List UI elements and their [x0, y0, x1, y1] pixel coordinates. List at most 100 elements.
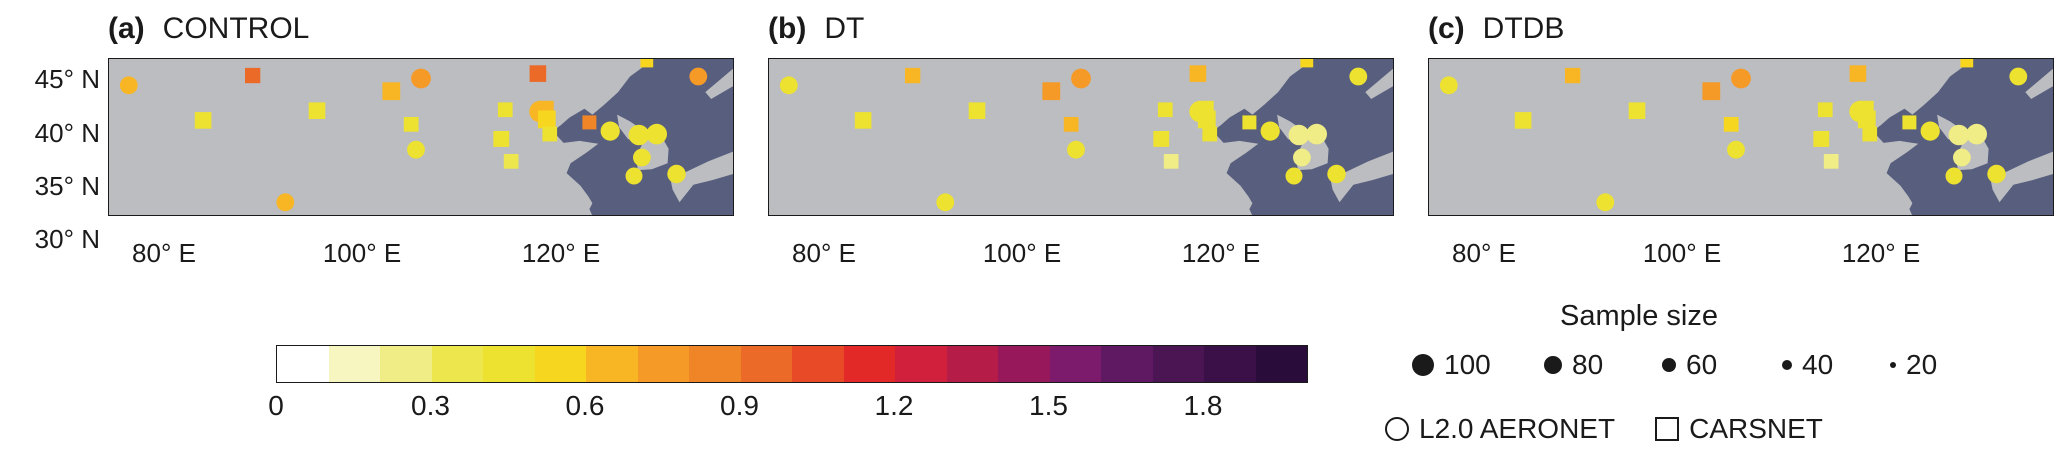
- map-plot-area: [768, 58, 1394, 216]
- panel-name: DTDB: [1482, 12, 1565, 45]
- colorbar-segment: [277, 346, 329, 382]
- panel-dt: (b) DT 80° E 100° E 120° E: [660, 12, 1394, 272]
- carsnet-site-marker: [1157, 102, 1173, 118]
- lon-tick-label: 120° E: [1841, 238, 1921, 268]
- colorbar-segment: [483, 346, 535, 382]
- aeronet-site-marker: [779, 76, 798, 95]
- aeronet-site-marker: [1306, 123, 1327, 145]
- carsnet-site-marker: [1163, 154, 1179, 169]
- aeronet-site-marker: [1945, 167, 1963, 185]
- hokkaido-landmass: [1365, 68, 1393, 99]
- colorbar-segment: [895, 346, 947, 382]
- aeronet-site-marker: [1987, 164, 2006, 184]
- colorbar-segment: [946, 346, 998, 382]
- lon-tick-label: 80° E: [132, 238, 196, 268]
- panel-title: (b) DT: [768, 12, 864, 46]
- carsnet-site-marker: [537, 110, 556, 129]
- colorbar-segment: [637, 346, 689, 382]
- aeronet-site-marker: [600, 121, 620, 141]
- lat-tick-label: 30° N: [34, 224, 100, 254]
- hokkaido-landmass: [705, 68, 733, 99]
- colorbar-segment: [998, 346, 1050, 382]
- colorbar-segment: [843, 346, 895, 382]
- map-svg: [119, 59, 733, 215]
- carsnet-site-marker: [1242, 115, 1257, 130]
- carsnet-site-marker: [854, 112, 872, 129]
- aeronet-site-marker: [628, 124, 650, 146]
- carsnet-site-marker: [1823, 154, 1839, 169]
- sample-size-legend-title: Sample size: [1560, 300, 1718, 332]
- lon-tick-label: 100° E: [322, 238, 402, 268]
- carsnet-site-marker: [308, 102, 326, 119]
- carsnet-site-marker: [1153, 131, 1170, 147]
- colorbar-segment: [534, 346, 586, 382]
- carsnet-site-marker: [1042, 82, 1061, 101]
- size-legend-label: 20: [1906, 349, 1938, 380]
- map-svg: [1439, 59, 2053, 215]
- size-legend-item: 80: [1544, 340, 1603, 390]
- colorbar-tick-label: 1.8: [1183, 390, 1223, 421]
- carsnet-site-marker: [529, 65, 547, 82]
- map-svg: [779, 59, 1393, 215]
- aeronet-site-marker: [411, 68, 431, 89]
- japan-landmass: [670, 151, 733, 203]
- carsnet-site-marker: [1189, 65, 1207, 82]
- lon-tick-label: 120° E: [1181, 238, 1261, 268]
- carsnet-site-marker: [403, 117, 419, 132]
- panel-name: CONTROL: [162, 12, 310, 45]
- carsnet-site-marker: [1063, 117, 1079, 132]
- carsnet-site-marker: [493, 131, 510, 147]
- size-dot: [1662, 358, 1676, 372]
- carsnet-site-marker: [905, 67, 921, 84]
- carsnet-site-marker: [1628, 102, 1646, 119]
- size-legend-label: 80: [1572, 349, 1604, 380]
- colorbar-segment: [1101, 346, 1153, 382]
- panel-label: (b): [768, 12, 807, 45]
- aeronet-site-marker: [1731, 68, 1751, 89]
- colorbar-segment: [431, 346, 483, 382]
- carsnet-site-marker: [1960, 59, 1974, 68]
- carsnet-legend-label: CARSNET: [1689, 413, 1823, 444]
- size-legend-label: 60: [1686, 349, 1718, 380]
- aeronet-site-marker: [1067, 140, 1085, 159]
- colorbar-segment: [1049, 346, 1101, 382]
- lon-tick-label: 80° E: [792, 238, 856, 268]
- carsnet-site-marker: [1197, 110, 1216, 129]
- aeronet-site-marker: [1439, 76, 1458, 95]
- lat-tick-label: 40° N: [34, 118, 100, 148]
- aeronet-site-marker: [2009, 67, 2028, 86]
- aeronet-site-marker: [1327, 164, 1346, 184]
- aeronet-site-marker: [689, 67, 708, 86]
- aeronet-site-marker: [276, 193, 295, 212]
- carsnet-site-marker: [1813, 131, 1830, 147]
- aeronet-site-marker: [1727, 140, 1745, 159]
- lon-tick-label: 100° E: [982, 238, 1062, 268]
- aeronet-site-marker: [407, 140, 425, 159]
- hokkaido-landmass: [2025, 68, 2053, 99]
- aeronet-site-marker: [119, 76, 138, 95]
- carsnet-site-marker: [194, 112, 212, 129]
- carsnet-site-marker: [1702, 82, 1721, 101]
- colorbar-tick-label: 1.5: [1029, 390, 1068, 421]
- aeronet-legend-label: L2.0 AERONET: [1419, 413, 1616, 444]
- colorbar-segment: [689, 346, 741, 382]
- size-legend-item: 40: [1782, 340, 1833, 390]
- aeronet-site-marker: [625, 167, 643, 185]
- network-legend: L2.0 AERONET CARSNET: [1385, 413, 1823, 445]
- aeronet-site-marker: [1260, 121, 1280, 141]
- carsnet-site-marker: [1817, 102, 1833, 118]
- map-plot-area: [108, 58, 734, 216]
- lon-tick-label: 100° E: [1642, 238, 1722, 268]
- panel-control: (a) CONTROL 45° N 40° N 35° N 30° N 80° E…: [0, 12, 734, 272]
- colorbar-segment: [328, 346, 380, 382]
- colorbar-segment: [380, 346, 432, 382]
- circle-marker-icon: [1385, 417, 1409, 441]
- panel-label: (c): [1428, 12, 1465, 45]
- carsnet-site-marker: [1849, 65, 1867, 82]
- panel-dtdb: (c) DTDB 80° E 100° E 120° E: [1320, 12, 2054, 272]
- aeronet-site-marker: [1349, 67, 1368, 86]
- carsnet-site-marker: [382, 82, 401, 101]
- colorbar: [276, 345, 1308, 383]
- size-legend-item: 60: [1662, 340, 1717, 390]
- sample-size-legend: 100 80 60 40 20: [1400, 340, 2040, 390]
